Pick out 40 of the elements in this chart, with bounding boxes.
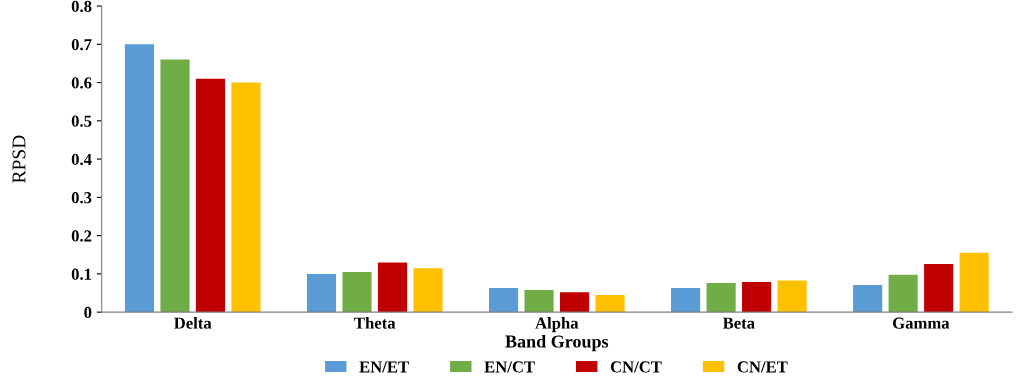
bar xyxy=(524,289,554,313)
bar xyxy=(595,294,625,313)
bar xyxy=(888,274,918,313)
bar xyxy=(489,288,519,313)
y-tick-label: 0.1 xyxy=(71,268,92,280)
y-tick-label: 0.7 xyxy=(71,39,92,51)
x-tick-label: Theta xyxy=(354,317,396,329)
x-axis-title: Band Groups xyxy=(505,334,609,352)
bar xyxy=(706,283,736,313)
bar xyxy=(959,252,989,313)
bar xyxy=(306,273,337,313)
y-tick-label: 0.6 xyxy=(71,77,92,89)
y-axis-title: RPSD xyxy=(12,135,26,183)
y-tick-label: 0.4 xyxy=(71,153,92,166)
bar xyxy=(413,268,443,313)
bar xyxy=(195,78,226,313)
bar xyxy=(742,281,772,313)
bar xyxy=(124,44,155,313)
bar xyxy=(231,82,261,313)
bar xyxy=(853,284,883,313)
bar xyxy=(160,59,190,313)
bar xyxy=(559,292,590,313)
legend-label: EN/CT xyxy=(484,361,535,373)
y-tick-label: 0.5 xyxy=(71,115,92,127)
bar xyxy=(924,263,954,313)
x-tick-label: Alpha xyxy=(535,317,579,333)
bar xyxy=(342,271,372,313)
bar xyxy=(777,280,807,313)
bar xyxy=(671,288,701,313)
x-tick-label: Delta xyxy=(174,317,212,329)
bar xyxy=(377,262,408,313)
x-tick-label: Gamma xyxy=(893,317,950,329)
y-tick-label: 0.8 xyxy=(71,0,92,13)
legend-label: CN/CT xyxy=(610,361,662,373)
legend-label: CN/ET xyxy=(737,361,788,373)
y-tick-label: 0.2 xyxy=(71,230,92,242)
y-tick-label: 0 xyxy=(84,306,92,319)
y-tick-label: 0.3 xyxy=(71,192,92,204)
x-tick-label: Beta xyxy=(722,317,755,329)
legend-label: EN/ET xyxy=(359,361,409,373)
